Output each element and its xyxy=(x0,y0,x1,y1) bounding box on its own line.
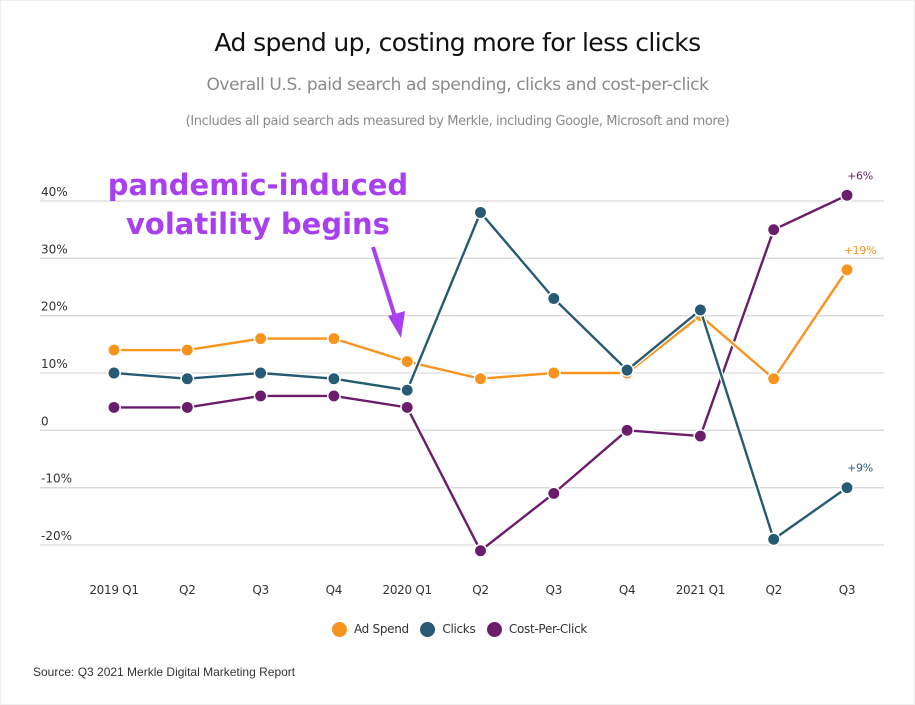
data-point[interactable] xyxy=(107,366,121,380)
legend: Ad Spend Clicks Cost-Per-Click xyxy=(0,622,915,637)
x-axis-labels: 2019 Q1 Q2 Q3 Q4 2020 Q1 Q2 Q3 Q4 2021 Q1 Q2 Q3 xyxy=(89,583,855,597)
data-point[interactable] xyxy=(326,371,341,386)
x-tick-label: 2019 Q1 xyxy=(89,583,138,597)
x-tick-label: Q4 xyxy=(619,583,635,597)
series-cost-per-click xyxy=(107,188,854,558)
chart-note: (Includes all paid search ads measured b… xyxy=(185,114,730,129)
x-tick-label: Q2 xyxy=(765,583,781,597)
data-point[interactable] xyxy=(840,262,854,277)
chart-subtitle: Overall U.S. paid search ad spending, cl… xyxy=(206,75,709,95)
data-point[interactable] xyxy=(400,400,415,415)
data-point[interactable] xyxy=(180,400,195,415)
series-group xyxy=(107,188,854,558)
x-tick-label: Q3 xyxy=(839,583,855,597)
series-clicks xyxy=(107,205,854,547)
legend-item-cost-per-click[interactable]: Cost-Per-Click xyxy=(483,622,587,637)
end-labels: +6% +19% +9% xyxy=(844,169,877,475)
series-line-halo xyxy=(114,268,850,382)
data-point[interactable] xyxy=(620,423,635,438)
series-line-ad-spend xyxy=(114,269,848,380)
x-tick-label: 2021 Q1 xyxy=(676,583,725,597)
data-point[interactable] xyxy=(473,371,488,386)
data-point[interactable] xyxy=(180,371,195,386)
data-point[interactable] xyxy=(766,532,781,547)
y-tick-label: 10% xyxy=(41,357,68,371)
chart-title: Ad spend up, costing more for less click… xyxy=(214,28,701,57)
end-label-ad-spend: +19% xyxy=(844,244,876,257)
annotation-arrow-shaft xyxy=(371,246,398,321)
data-point[interactable] xyxy=(840,188,854,203)
data-point[interactable] xyxy=(473,205,488,220)
x-tick-label: 2020 Q1 xyxy=(383,583,432,597)
y-tick-label: 20% xyxy=(41,300,68,314)
data-point[interactable] xyxy=(693,302,708,317)
annotation-line-2: volatility begins xyxy=(126,207,390,241)
data-point[interactable] xyxy=(326,331,341,346)
x-tick-label: Q4 xyxy=(326,583,342,597)
data-point[interactable] xyxy=(546,291,561,306)
data-point[interactable] xyxy=(326,388,341,403)
data-point[interactable] xyxy=(107,400,121,415)
data-point[interactable] xyxy=(473,543,488,558)
data-point[interactable] xyxy=(693,429,708,444)
x-tick-label: Q2 xyxy=(179,583,195,597)
data-point[interactable] xyxy=(546,486,561,501)
data-point[interactable] xyxy=(180,343,195,358)
y-axis-labels: 40% 30% 20% 10% 0 -10% -20% xyxy=(41,185,72,543)
annotation-arrow-head-icon xyxy=(388,311,405,338)
legend-item-clicks[interactable]: Clicks xyxy=(416,622,476,637)
source-note: Source: Q3 2021 Merkle Digital Marketing… xyxy=(33,665,296,679)
legend-cpc-label: Cost-Per-Click xyxy=(508,622,588,636)
data-point[interactable] xyxy=(546,366,561,380)
legend-clicks-label: Clicks xyxy=(442,622,476,636)
y-tick-label: -10% xyxy=(41,472,72,486)
y-tick-label: -20% xyxy=(41,529,72,543)
y-tick-label: 0 xyxy=(41,414,49,428)
legend-ad-spend-label: Ad Spend xyxy=(353,622,409,636)
legend-item-ad-spend[interactable]: Ad Spend xyxy=(328,622,409,637)
data-point[interactable] xyxy=(253,388,268,403)
legend-clicks-dot-icon xyxy=(420,622,436,637)
annotation: pandemic-induced volatility begins xyxy=(108,168,408,338)
data-point[interactable] xyxy=(400,354,415,369)
data-point[interactable] xyxy=(253,331,268,346)
x-tick-label: Q3 xyxy=(252,583,268,597)
data-point[interactable] xyxy=(400,383,415,398)
y-tick-label: 40% xyxy=(41,185,68,199)
data-point[interactable] xyxy=(253,366,268,380)
data-point[interactable] xyxy=(766,222,781,237)
legend-cpc-dot-icon xyxy=(486,622,502,637)
end-label-cost-per-click: +6% xyxy=(847,169,873,182)
data-point[interactable] xyxy=(107,343,121,358)
x-tick-label: Q2 xyxy=(472,583,488,597)
x-tick-label: Q3 xyxy=(546,583,562,597)
annotation-line-1: pandemic-induced xyxy=(108,168,408,202)
data-point[interactable] xyxy=(840,480,854,495)
legend-ad-spend-dot-icon xyxy=(331,622,347,637)
end-label-clicks: +9% xyxy=(847,462,873,475)
data-point[interactable] xyxy=(620,363,635,378)
y-tick-label: 30% xyxy=(41,242,68,256)
data-point[interactable] xyxy=(766,371,781,386)
